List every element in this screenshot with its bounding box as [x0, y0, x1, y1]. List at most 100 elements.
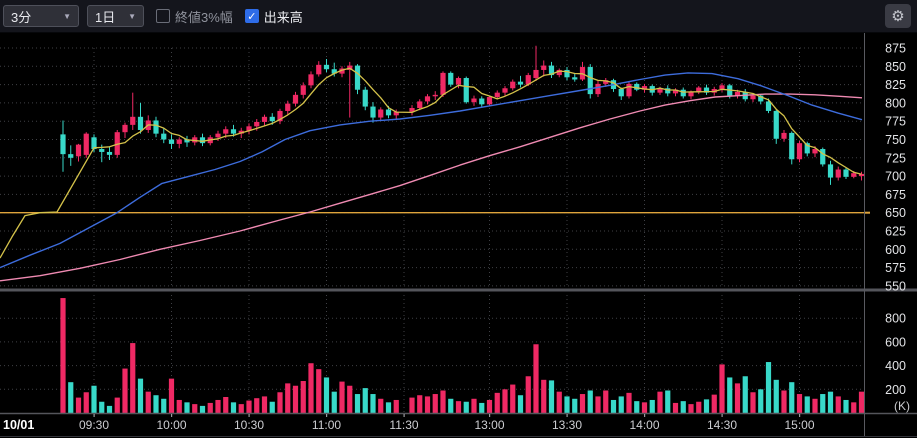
volume-bar	[448, 398, 454, 413]
time-tick	[326, 414, 328, 417]
volume-bar	[417, 395, 423, 413]
candle-body	[734, 91, 741, 96]
volume-bar	[161, 398, 167, 413]
candle-body	[626, 83, 632, 97]
candle-body	[479, 98, 485, 105]
volume-bar	[858, 391, 865, 413]
time-axis-label: 14:30	[707, 418, 737, 432]
settings-button[interactable]: ⚙	[885, 4, 911, 28]
volume-bar	[820, 394, 826, 413]
volume-bar	[238, 404, 244, 413]
volume-bar	[308, 363, 314, 413]
volume-bar	[827, 391, 834, 413]
candle-body	[696, 87, 702, 92]
moving-average-line	[0, 93, 863, 282]
candle-body	[711, 88, 717, 93]
volume-bar	[510, 384, 516, 413]
volume-bar	[91, 385, 97, 413]
volume-bar	[385, 402, 392, 413]
volume-axis-label: 400	[885, 359, 906, 373]
checkbox-checked-icon: ✓	[244, 9, 259, 23]
volume-bar	[541, 379, 547, 413]
volume-bar	[176, 399, 182, 413]
volume-bar	[533, 344, 539, 413]
candle-body	[339, 68, 345, 74]
price-axis-label: 575	[885, 261, 906, 275]
volume-bar	[354, 394, 361, 413]
volume-bar	[486, 399, 493, 413]
volume-bar	[789, 382, 795, 413]
candle-body	[370, 106, 376, 118]
candle-body	[541, 65, 547, 70]
candle-body	[354, 65, 361, 90]
volume-bar	[83, 392, 89, 413]
volume-bar	[254, 398, 260, 413]
volume-bar	[579, 394, 586, 413]
candle-body	[277, 110, 283, 122]
volume-bar	[285, 383, 291, 413]
candle-body	[789, 132, 795, 160]
volume-bar	[634, 401, 640, 413]
candle-body	[199, 137, 206, 144]
volume-bar	[130, 343, 136, 413]
candle-body	[60, 134, 66, 155]
volume-bar	[665, 390, 671, 413]
volume-bar	[696, 401, 702, 413]
volume-bar	[168, 378, 175, 413]
candle-body	[432, 94, 438, 97]
candle-body	[246, 126, 252, 131]
candle-body	[448, 72, 454, 85]
volume-bar	[742, 376, 748, 413]
range-dropdown[interactable]: 1日 ▼	[87, 5, 144, 27]
volume-bar	[261, 396, 268, 413]
candle-body	[99, 149, 105, 152]
volume-checkbox[interactable]: ✓ 出来高	[244, 7, 303, 26]
candle-body	[827, 164, 834, 178]
candle-body	[820, 149, 826, 165]
candle-body	[417, 101, 423, 109]
volume-bar	[370, 394, 376, 413]
candle-body	[362, 89, 368, 107]
candle-body	[463, 78, 469, 103]
candle-body	[455, 78, 462, 85]
volume-bar	[603, 390, 609, 413]
time-axis-label: 10:30	[234, 418, 264, 432]
candle-body	[494, 92, 500, 98]
time-tick	[171, 414, 173, 417]
volume-bar	[657, 391, 663, 413]
candle-body	[765, 101, 772, 111]
candle-body	[680, 89, 686, 97]
close-band-checkbox[interactable]: 終値3%幅	[156, 7, 233, 26]
candle-body	[843, 169, 849, 177]
volume-bar	[525, 376, 531, 413]
candle-body	[308, 74, 314, 86]
volume-bar	[494, 392, 500, 413]
candle-body	[641, 86, 648, 90]
candle-body	[261, 116, 268, 122]
candle-body	[230, 129, 237, 134]
volume-bar	[703, 399, 710, 413]
volume-bar	[339, 381, 345, 413]
volume-bar	[68, 382, 74, 413]
candle-body	[184, 139, 190, 143]
volume-bar	[455, 401, 462, 413]
date-label: 10/01	[3, 418, 34, 432]
candle-body	[378, 109, 384, 118]
candle-body	[316, 64, 322, 75]
volume-bar	[649, 399, 655, 413]
volume-bar	[758, 389, 764, 413]
candle-body	[269, 116, 275, 122]
candle-body	[130, 116, 136, 125]
candle-body	[75, 144, 82, 157]
candle-body	[114, 132, 120, 155]
candle-body	[672, 89, 679, 94]
time-axis-label: 11:30	[389, 418, 418, 432]
volume-bar	[680, 401, 686, 413]
price-axis-label: 700	[885, 170, 906, 184]
volume-bar	[223, 397, 229, 413]
candlestick-chart[interactable]: 875 850 825 800 775 750 725 700 675 650 625 600 575 5…	[0, 33, 917, 438]
candle-body	[223, 129, 229, 134]
volume-bar	[773, 379, 779, 413]
volume-bar	[843, 399, 849, 413]
interval-dropdown[interactable]: 3分 ▼	[3, 5, 79, 27]
